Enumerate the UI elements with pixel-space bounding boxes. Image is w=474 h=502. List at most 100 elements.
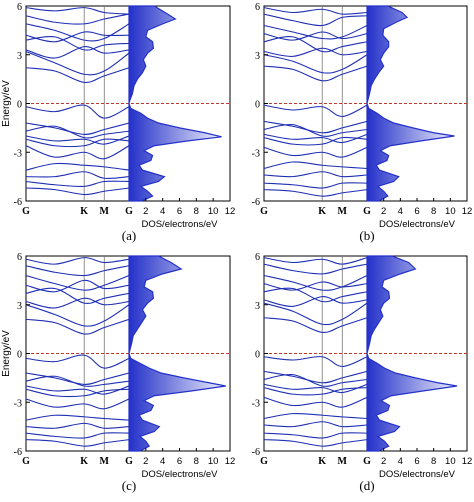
band-line-18 bbox=[263, 189, 368, 197]
dos-x-tick-label: 2 bbox=[143, 456, 148, 467]
y-tick-label: -6 bbox=[252, 447, 260, 458]
dos-x-tick-label: 10 bbox=[445, 206, 456, 217]
dos-x-tick-label: 8 bbox=[431, 456, 436, 467]
dos-x-axis-label: DOS/electrons/eV bbox=[141, 469, 218, 480]
band-line-12 bbox=[263, 383, 368, 394]
y-tick-label: 6 bbox=[17, 252, 22, 263]
dos-x-tick-label: 12 bbox=[225, 206, 236, 217]
y-tick-label: 3 bbox=[17, 301, 22, 312]
band-line-17 bbox=[25, 432, 130, 439]
band-line-11 bbox=[263, 123, 368, 137]
y-tick-label: 3 bbox=[255, 51, 260, 62]
dos-x-tick-label: 4 bbox=[160, 456, 165, 467]
panel-label: (d) bbox=[359, 478, 374, 493]
band-line-14 bbox=[263, 396, 368, 408]
band-line-5 bbox=[263, 287, 368, 303]
band-line-8 bbox=[263, 65, 368, 82]
panel-label: (c) bbox=[122, 478, 136, 493]
dos-x-tick-label: 4 bbox=[398, 456, 403, 467]
band-x-tick-label-K: K bbox=[318, 456, 326, 467]
y-tick-label: -6 bbox=[14, 197, 22, 208]
band-x-tick-label-G: G bbox=[363, 206, 371, 217]
band-line-13 bbox=[25, 388, 130, 398]
y-tick-label: -3 bbox=[252, 398, 260, 409]
band-line-12 bbox=[25, 135, 130, 145]
band-line-7 bbox=[25, 50, 130, 76]
band-line-18 bbox=[25, 439, 130, 447]
band-line-15 bbox=[263, 412, 368, 420]
band-line-5 bbox=[25, 35, 130, 51]
dos-curve bbox=[366, 255, 458, 452]
band-x-tick-label-G: G bbox=[260, 456, 268, 467]
dos-x-tick-label: 2 bbox=[381, 456, 386, 467]
dos-x-tick-label: 4 bbox=[160, 206, 165, 217]
y-axis-label: Energy/eV bbox=[1, 80, 12, 127]
band-line-6 bbox=[263, 47, 368, 57]
band-line-17 bbox=[25, 180, 130, 188]
band-x-tick-label-G: G bbox=[22, 456, 30, 467]
panel-label: (a) bbox=[122, 228, 136, 243]
band-line-9 bbox=[25, 354, 130, 369]
band-line-6 bbox=[25, 297, 130, 309]
band-x-tick-label-K: K bbox=[80, 456, 88, 467]
band-line-8 bbox=[263, 317, 368, 333]
y-tick-label: 6 bbox=[17, 2, 22, 13]
panel-c: 630-3-6G K M G 2 4 6 8 10 12DOS/electrons/eVEnerg… bbox=[1, 252, 235, 493]
panel-label: (b) bbox=[359, 228, 374, 243]
dos-curve bbox=[366, 5, 455, 202]
band-line-14 bbox=[25, 145, 130, 160]
y-tick-label: -6 bbox=[252, 197, 260, 208]
band-line-16 bbox=[25, 171, 130, 179]
band-line-7 bbox=[263, 302, 368, 326]
band-line-9 bbox=[263, 104, 368, 118]
band-line-16 bbox=[263, 171, 368, 178]
band-line-16 bbox=[263, 421, 368, 428]
y-tick-label: 6 bbox=[255, 2, 260, 13]
band-x-tick-label-G: G bbox=[125, 456, 133, 467]
band-line-9 bbox=[263, 356, 368, 368]
band-x-tick-label-M: M bbox=[338, 206, 348, 217]
y-tick-label: 0 bbox=[255, 350, 260, 361]
band-line-2 bbox=[263, 263, 368, 275]
band-line-12 bbox=[263, 133, 368, 144]
dos-x-tick-label: 2 bbox=[381, 206, 386, 217]
band-line-6 bbox=[263, 296, 368, 307]
band-line-4 bbox=[25, 31, 130, 43]
band-line-3 bbox=[25, 23, 130, 42]
band-line-3 bbox=[25, 274, 130, 291]
band-line-13 bbox=[25, 138, 130, 148]
panel-a: 630-3-6G K M G 2 4 6 8 10 12DOS/electrons/eVEnerg… bbox=[1, 2, 235, 243]
y-tick-label: -3 bbox=[252, 148, 260, 159]
band-line-4 bbox=[263, 31, 368, 41]
y-tick-label: 0 bbox=[17, 100, 22, 111]
band-line-6 bbox=[25, 46, 130, 59]
dos-x-tick-label: 12 bbox=[225, 456, 236, 467]
dos-x-tick-label: 8 bbox=[431, 206, 436, 217]
band-line-1 bbox=[25, 7, 130, 15]
band-line-14 bbox=[263, 146, 368, 158]
band-line-1 bbox=[263, 7, 368, 15]
dos-x-tick-label: 10 bbox=[208, 456, 219, 467]
band-x-tick-label-M: M bbox=[100, 206, 110, 217]
band-line-13 bbox=[263, 387, 368, 396]
dos-x-tick-label: 8 bbox=[194, 456, 199, 467]
band-line-2 bbox=[263, 13, 368, 27]
y-tick-label: 3 bbox=[17, 51, 22, 62]
band-line-2 bbox=[25, 265, 130, 277]
dos-x-tick-label: 12 bbox=[462, 206, 473, 217]
band-line-1 bbox=[263, 257, 368, 265]
dos-curve bbox=[128, 5, 222, 202]
dos-x-tick-label: 6 bbox=[177, 456, 182, 467]
band-line-15 bbox=[25, 414, 130, 421]
dos-x-tick-label: 2 bbox=[143, 206, 148, 217]
dos-x-tick-label: 6 bbox=[177, 206, 182, 217]
band-line-4 bbox=[25, 279, 130, 293]
y-tick-label: 3 bbox=[255, 301, 260, 312]
band-line-8 bbox=[25, 67, 130, 83]
band-x-tick-label-K: K bbox=[80, 206, 88, 217]
y-tick-label: -6 bbox=[14, 447, 22, 458]
band-line-9 bbox=[25, 104, 130, 119]
